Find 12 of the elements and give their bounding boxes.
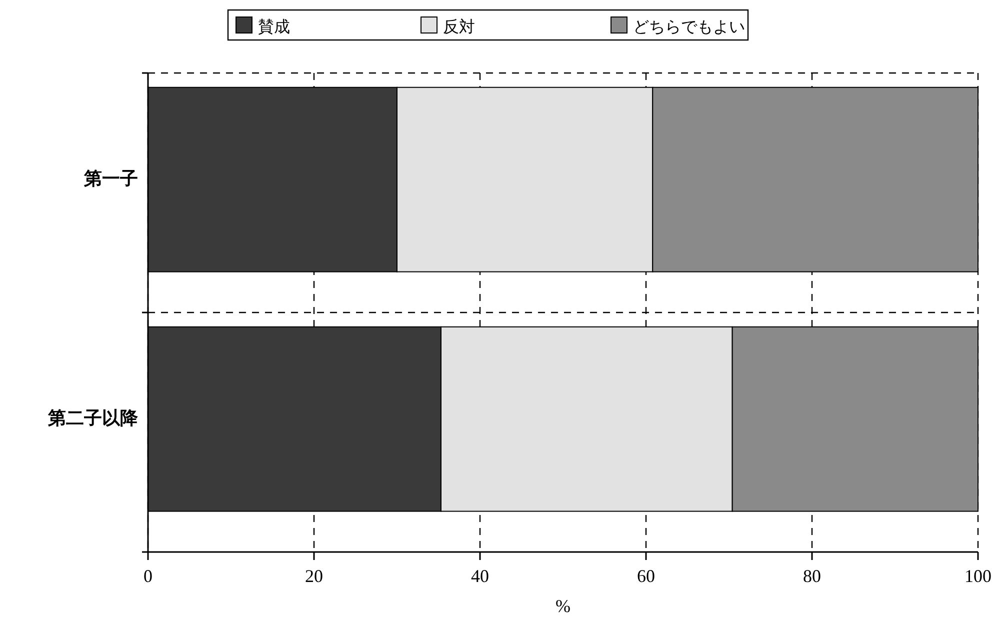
legend-label: 賛成	[258, 17, 290, 36]
x-tick-label: 40	[471, 566, 489, 586]
x-axis-title: %	[556, 596, 570, 616]
x-tick-label: 0	[144, 566, 152, 586]
x-tick-label: 100	[964, 566, 992, 586]
legend-label: どちらでもよい	[633, 17, 745, 36]
x-tick-label: 80	[803, 566, 821, 586]
x-tick-label: 20	[305, 566, 323, 586]
legend-label: 反対	[443, 17, 475, 36]
y-tick-label: 第一子	[83, 168, 138, 190]
x-tick-label: 60	[637, 566, 655, 586]
y-tick-label: 第二子以降	[47, 408, 139, 429]
